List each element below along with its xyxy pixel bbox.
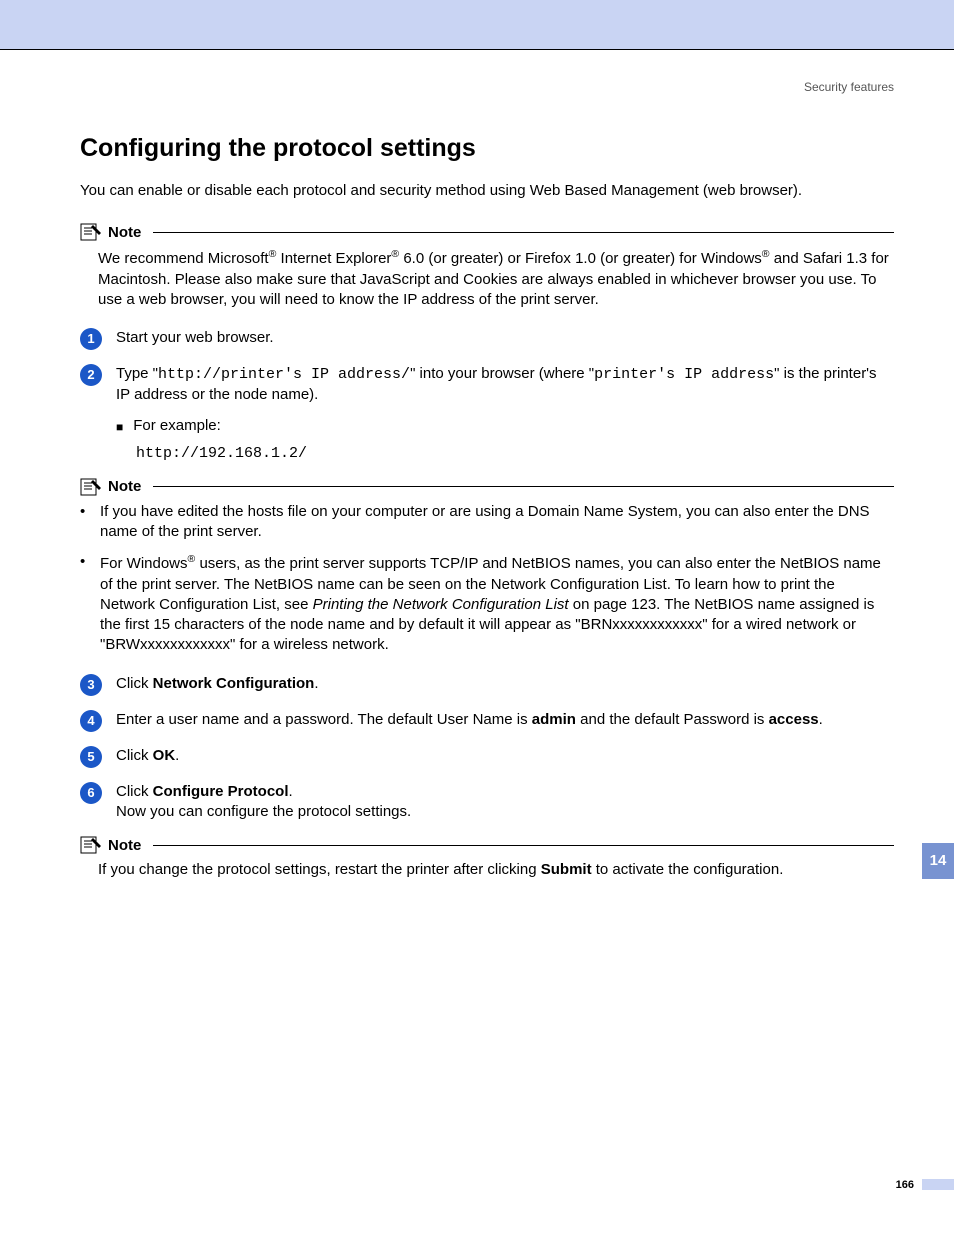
step-number: 4 — [80, 710, 102, 732]
step-text: Click Network Configuration. — [116, 674, 894, 696]
step-number: 6 — [80, 782, 102, 804]
note-rule — [153, 232, 894, 233]
page-number-bar: 166 — [896, 1179, 954, 1190]
note1-text-c: 6.0 (or greater) or Firefox 1.0 (or grea… — [399, 250, 762, 267]
step6-pre: Click — [116, 783, 153, 800]
note3-body: If you change the protocol settings, res… — [98, 860, 894, 880]
note1-text-b: Internet Explorer — [276, 250, 391, 267]
reg-mark: ® — [391, 248, 399, 260]
step5-post: . — [175, 747, 179, 764]
step-text: Click OK. — [116, 746, 894, 768]
step-2: 2 Type "http://printer's IP address/" in… — [80, 364, 894, 464]
step-number: 3 — [80, 674, 102, 696]
note2-item2-a: For Windows — [100, 555, 188, 572]
step-3: 3 Click Network Configuration. — [80, 674, 894, 696]
step-text: Click Configure Protocol. Now you can co… — [116, 782, 894, 823]
step-number: 5 — [80, 746, 102, 768]
note-header: Note — [80, 836, 894, 854]
note2-item2: • For Windows® users, as the print serve… — [80, 552, 894, 655]
note2-item1: • If you have edited the hosts file on y… — [80, 502, 894, 543]
bullet-dot: • — [80, 552, 92, 655]
example-label: For example: — [133, 416, 221, 438]
step4-pre: Enter a user name and a password. The de… — [116, 711, 532, 728]
step2-code1: http://printer's IP address/ — [158, 366, 410, 383]
page-content: Security features Configuring the protoc… — [80, 80, 894, 898]
step4-mid: and the default Password is — [576, 711, 769, 728]
step-text: Enter a user name and a password. The de… — [116, 710, 894, 732]
step4-bold2: access — [769, 711, 819, 728]
top-band — [0, 0, 954, 49]
page-title: Configuring the protocol settings — [80, 134, 894, 163]
cross-ref-link[interactable]: Printing the Network Configuration List — [313, 596, 569, 613]
step6-bold: Configure Protocol — [153, 783, 289, 800]
step3-pre: Click — [116, 675, 153, 692]
note-label: Note — [108, 837, 141, 854]
step3-post: . — [314, 675, 318, 692]
note-icon — [80, 478, 102, 496]
step-text: Start your web browser. — [116, 328, 894, 350]
step-number: 2 — [80, 364, 102, 386]
note2-item1-text: If you have edited the hosts file on you… — [100, 502, 894, 543]
step-1: 1 Start your web browser. — [80, 328, 894, 350]
top-rule — [0, 49, 954, 50]
step2-example: ■ For example: — [116, 416, 894, 438]
page-number-stripe — [922, 1179, 954, 1190]
step5-bold: OK — [153, 747, 176, 764]
step2-mid: " into your browser (where " — [410, 365, 594, 382]
bullet-dot: • — [80, 502, 92, 543]
running-header: Security features — [80, 80, 894, 94]
example-code: http://192.168.1.2/ — [136, 444, 894, 464]
note-rule — [153, 486, 894, 487]
step3-bold: Network Configuration — [153, 675, 315, 692]
note1-text-a: We recommend Microsoft — [98, 250, 269, 267]
step4-bold1: admin — [532, 711, 576, 728]
step-number: 1 — [80, 328, 102, 350]
note2-item2-text: For Windows® users, as the print server … — [100, 552, 894, 655]
note-label: Note — [108, 224, 141, 241]
step6-post: . — [289, 783, 293, 800]
note3-pre: If you change the protocol settings, res… — [98, 861, 541, 878]
step4-post: . — [819, 711, 823, 728]
step-text: Type "http://printer's IP address/" into… — [116, 364, 894, 464]
note3-post: to activate the configuration. — [592, 861, 784, 878]
note-rule — [153, 845, 894, 846]
step6-line2: Now you can configure the protocol setti… — [116, 803, 411, 820]
note3-bold: Submit — [541, 861, 592, 878]
step5-pre: Click — [116, 747, 153, 764]
section-tab[interactable]: 14 — [922, 843, 954, 879]
step-6: 6 Click Configure Protocol. Now you can … — [80, 782, 894, 823]
note-icon — [80, 836, 102, 854]
note-body: We recommend Microsoft ® Internet Explore… — [98, 247, 894, 310]
step-5: 5 Click OK. — [80, 746, 894, 768]
note-header: Note — [80, 223, 894, 241]
intro-paragraph: You can enable or disable each protocol … — [80, 181, 894, 201]
page-number: 166 — [896, 1179, 922, 1191]
note-icon — [80, 223, 102, 241]
square-bullet: ■ — [116, 416, 123, 438]
step2-pre: Type " — [116, 365, 158, 382]
step2-code2: printer's IP address — [594, 366, 774, 383]
note2-body: • If you have edited the hosts file on y… — [80, 502, 894, 656]
reg-mark: ® — [762, 248, 770, 260]
step-4: 4 Enter a user name and a password. The … — [80, 710, 894, 732]
note-header: Note — [80, 478, 894, 496]
note-label: Note — [108, 478, 141, 495]
